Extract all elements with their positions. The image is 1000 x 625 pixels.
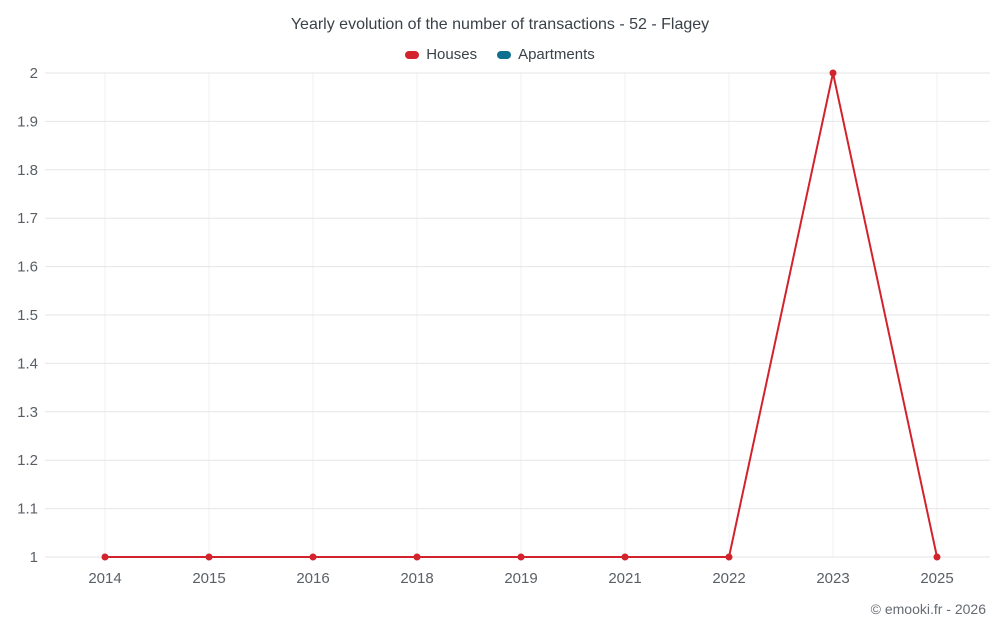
y-axis-tick-label: 1.3: [17, 404, 38, 421]
x-axis-tick-label: 2023: [816, 570, 849, 587]
legend-label-houses: Houses: [426, 46, 478, 63]
data-point[interactable]: [413, 553, 421, 561]
x-axis-tick-label: 2018: [400, 570, 433, 587]
x-axis-tick-label: 2014: [88, 570, 121, 587]
y-axis-tick-label: 2: [30, 65, 38, 82]
y-axis-tick-label: 1.6: [17, 259, 38, 276]
x-axis-tick-label: 2021: [608, 570, 641, 587]
data-point[interactable]: [309, 553, 317, 561]
data-point[interactable]: [517, 553, 525, 561]
x-axis-tick-label: 2025: [920, 570, 953, 587]
x-axis-tick-label: 2015: [192, 570, 225, 587]
data-point[interactable]: [205, 553, 213, 561]
y-axis-tick-label: 1.2: [17, 452, 38, 469]
credit: © emooki.fr - 2026: [870, 601, 986, 617]
legend-item-houses[interactable]: Houses: [405, 46, 477, 63]
data-point[interactable]: [933, 553, 941, 561]
x-axis-tick-label: 2022: [712, 570, 745, 587]
y-axis-tick-label: 1.1: [17, 501, 38, 518]
data-point[interactable]: [725, 553, 733, 561]
x-axis-tick-label: 2019: [504, 570, 537, 587]
chart-title: Yearly evolution of the number of transa…: [290, 16, 710, 33]
chart-legend: Houses Apartments: [0, 46, 1000, 63]
y-axis-tick-label: 1.7: [17, 210, 38, 227]
houses-series-swatch-icon: [405, 50, 420, 59]
y-axis-tick-label: 1.9: [17, 113, 38, 130]
data-point[interactable]: [829, 69, 837, 77]
y-axis-tick-label: 1.4: [17, 355, 38, 372]
data-point[interactable]: [621, 553, 629, 561]
data-point[interactable]: [101, 553, 109, 561]
x-axis-tick-label: 2016: [296, 570, 329, 587]
y-axis-tick-label: 1: [30, 549, 38, 566]
legend-label-apartments: Apartments: [518, 46, 595, 63]
y-axis-tick-label: 1.5: [17, 307, 38, 324]
y-axis-tick-label: 1.8: [17, 162, 38, 179]
legend-item-apartments[interactable]: Apartments: [497, 46, 595, 63]
apartments-series-swatch-icon: [497, 50, 512, 59]
